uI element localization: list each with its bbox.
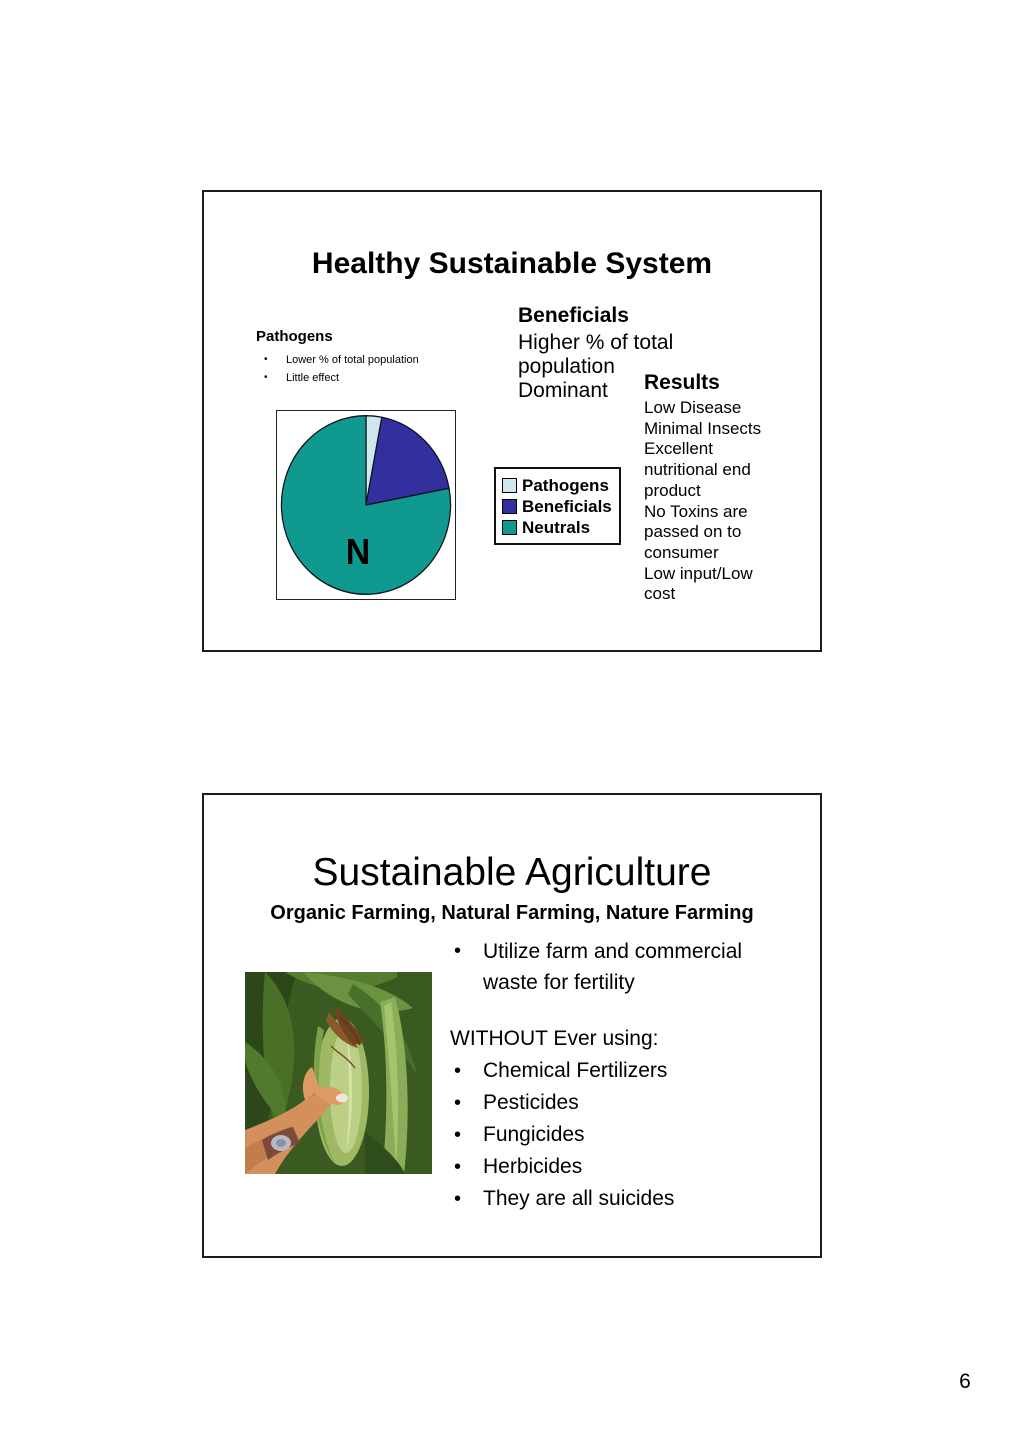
list-item: Fungicides — [450, 1119, 795, 1151]
without-bullet-block: Chemical Fertilizers Pesticides Fungicid… — [450, 1055, 795, 1215]
page-number: 6 — [959, 1370, 971, 1393]
corn-photo-graphic — [245, 972, 432, 1174]
beneficials-text: Higher % of total population Dominant — [518, 331, 674, 402]
pathogens-swatch-icon — [502, 478, 517, 493]
slide2-subtitle: Organic Farming, Natural Farming, Nature… — [270, 902, 754, 924]
slide1-title: Healthy Sustainable System — [311, 247, 713, 280]
without-bullet-list: Chemical Fertilizers Pesticides Fungicid… — [450, 1055, 795, 1215]
pie-chart-frame: N — [276, 410, 456, 600]
lead-bullet-block: Utilize farm and commercial waste for fe… — [450, 936, 795, 998]
legend-row: Neutrals — [502, 517, 613, 538]
legend-label: Neutrals — [522, 518, 591, 537]
legend-label: Pathogens — [522, 476, 609, 495]
legend-row: Beneficials — [502, 496, 613, 517]
lead-bullet-list: Utilize farm and commercial waste for fe… — [450, 936, 795, 998]
beneficials-block: Beneficials Higher % of total population… — [518, 304, 728, 403]
neutrals-swatch-icon — [502, 520, 517, 535]
pie-slice-neutrals — [280, 415, 452, 595]
beneficials-swatch-icon — [502, 499, 517, 514]
list-item: Pesticides — [450, 1087, 795, 1119]
legend-label: Beneficials — [522, 497, 612, 516]
results-block: Results Low Disease Minimal Insects Exce… — [644, 370, 809, 605]
list-item: They are all suicides — [450, 1183, 795, 1215]
legend-row: Pathogens — [502, 475, 613, 496]
list-item: Utilize farm and commercial waste for fe… — [450, 936, 795, 998]
slide-sustainable-agriculture: Sustainable Agriculture Organic Farming,… — [202, 793, 822, 1258]
slide2-title: Sustainable Agriculture — [312, 851, 712, 894]
results-heading: Results — [644, 371, 720, 394]
list-item: Little effect — [256, 369, 466, 387]
list-item: Chemical Fertilizers — [450, 1055, 795, 1087]
list-item: Lower % of total population — [256, 351, 466, 369]
corn-photo — [245, 972, 432, 1174]
without-heading: WITHOUT Ever using: — [450, 1027, 659, 1050]
pie-chart: N — [280, 415, 452, 595]
beneficials-heading: Beneficials — [518, 304, 629, 327]
pie-slice-beneficials — [365, 416, 450, 506]
pie-center-label: N — [346, 533, 370, 572]
pathogens-bullet-list: Lower % of total population Little effec… — [256, 351, 466, 387]
results-text: Low Disease Minimal Insects Excellent nu… — [644, 398, 762, 604]
slide-healthy-sustainable-system: Healthy Sustainable System Pathogens Low… — [202, 190, 822, 652]
pathogens-heading: Pathogens — [256, 328, 333, 345]
pie-legend: Pathogens Beneficials Neutrals — [494, 467, 621, 545]
pathogens-block: Pathogens Lower % of total population Li… — [256, 328, 466, 387]
list-item: Herbicides — [450, 1151, 795, 1183]
